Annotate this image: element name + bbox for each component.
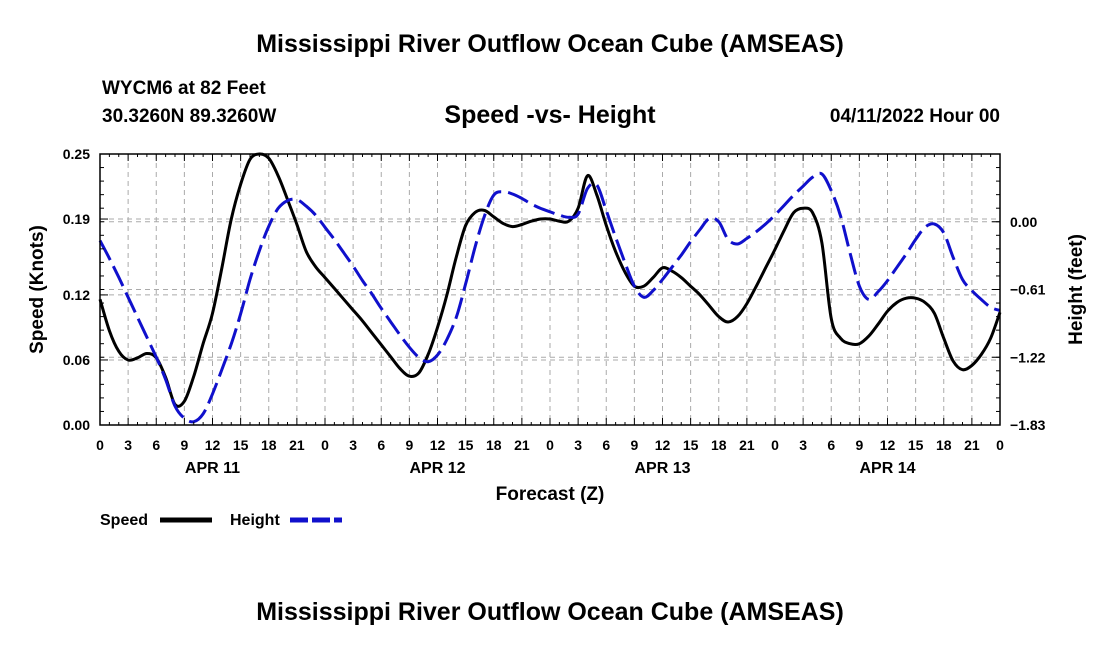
x-tick-label: 6 bbox=[152, 437, 160, 453]
y-tick-label: 0.06 bbox=[63, 352, 90, 368]
y-tick-label: 0.12 bbox=[63, 287, 90, 303]
x-tick-label: 9 bbox=[855, 437, 863, 453]
x-tick-label: 15 bbox=[908, 437, 924, 453]
x-tick-label: 21 bbox=[739, 437, 755, 453]
coordinates-label: 30.3260N 89.3260W bbox=[102, 106, 277, 127]
x-tick-label: 15 bbox=[683, 437, 699, 453]
x-tick-label: 6 bbox=[602, 437, 610, 453]
x-tick-label: 9 bbox=[630, 437, 638, 453]
x-tick-label: 18 bbox=[936, 437, 952, 453]
y2-tick-label: 0.00 bbox=[1010, 214, 1037, 230]
y-tick-label: 0.25 bbox=[63, 146, 90, 162]
x-tick-label: 0 bbox=[546, 437, 554, 453]
x-tick-label: 3 bbox=[799, 437, 807, 453]
x-tick-label: 3 bbox=[124, 437, 132, 453]
day-label: APR 14 bbox=[859, 460, 915, 477]
y2-tick-label: −1.22 bbox=[1010, 349, 1046, 365]
x-tick-label: 3 bbox=[349, 437, 357, 453]
day-label: APR 12 bbox=[409, 460, 465, 477]
x-tick-label: 18 bbox=[486, 437, 502, 453]
series-lines bbox=[98, 152, 1002, 424]
y2-tick-label: −1.83 bbox=[1010, 417, 1046, 433]
y2-tick-label: −0.61 bbox=[1010, 282, 1046, 298]
y-tick-label: 0.19 bbox=[63, 211, 90, 227]
x-tick-label: 6 bbox=[827, 437, 835, 453]
day-label: APR 11 bbox=[185, 460, 240, 477]
legend-height-label: Height bbox=[230, 512, 280, 529]
x-tick-label: 21 bbox=[964, 437, 980, 453]
y2-axis-label: Height (feet) bbox=[1066, 234, 1087, 345]
x-axis-label: Forecast (Z) bbox=[496, 484, 605, 505]
x-tick-label: 18 bbox=[261, 437, 277, 453]
x-tick-label: 6 bbox=[377, 437, 385, 453]
footer-title: Mississippi River Outflow Ocean Cube (AM… bbox=[256, 598, 844, 626]
x-tick-label: 12 bbox=[205, 437, 221, 453]
day-label: APR 13 bbox=[634, 460, 690, 477]
x-tick-label: 12 bbox=[655, 437, 671, 453]
chart-subtitle: Speed -vs- Height bbox=[444, 101, 656, 129]
x-tick-label: 0 bbox=[321, 437, 329, 453]
legend: Speed Height bbox=[100, 512, 342, 529]
x-tick-label: 9 bbox=[180, 437, 188, 453]
series-line-height bbox=[98, 171, 1001, 424]
x-tick-label: 3 bbox=[574, 437, 582, 453]
x-tick-label: 12 bbox=[430, 437, 446, 453]
x-tick-label: 9 bbox=[405, 437, 413, 453]
series-line-speed bbox=[98, 152, 1002, 408]
y-axis-label: Speed (Knots) bbox=[27, 225, 48, 354]
x-tick-label: 21 bbox=[514, 437, 530, 453]
axis-ticks: 0 3 6 9 12 15 18 21 0 3 6 9 12 15 18 21 0 3 6 9 12 15 18 21 0 3 6 9… bbox=[63, 146, 1046, 477]
x-tick-label: 18 bbox=[711, 437, 727, 453]
x-tick-label: 15 bbox=[233, 437, 249, 453]
station-label: WYCM6 at 82 Feet bbox=[102, 78, 266, 99]
x-tick-label: 0 bbox=[771, 437, 779, 453]
forecast-datetime: 04/11/2022 Hour 00 bbox=[829, 106, 1000, 127]
x-tick-label: 15 bbox=[458, 437, 474, 453]
y-tick-label: 0.00 bbox=[63, 417, 90, 433]
grid-lines bbox=[100, 154, 1000, 425]
x-tick-label: 0 bbox=[996, 437, 1004, 453]
x-tick-label: 12 bbox=[880, 437, 896, 453]
chart-title: Mississippi River Outflow Ocean Cube (AM… bbox=[256, 30, 844, 58]
x-tick-label: 21 bbox=[289, 437, 305, 453]
x-tick-label: 0 bbox=[96, 437, 104, 453]
legend-speed-label: Speed bbox=[100, 512, 148, 529]
